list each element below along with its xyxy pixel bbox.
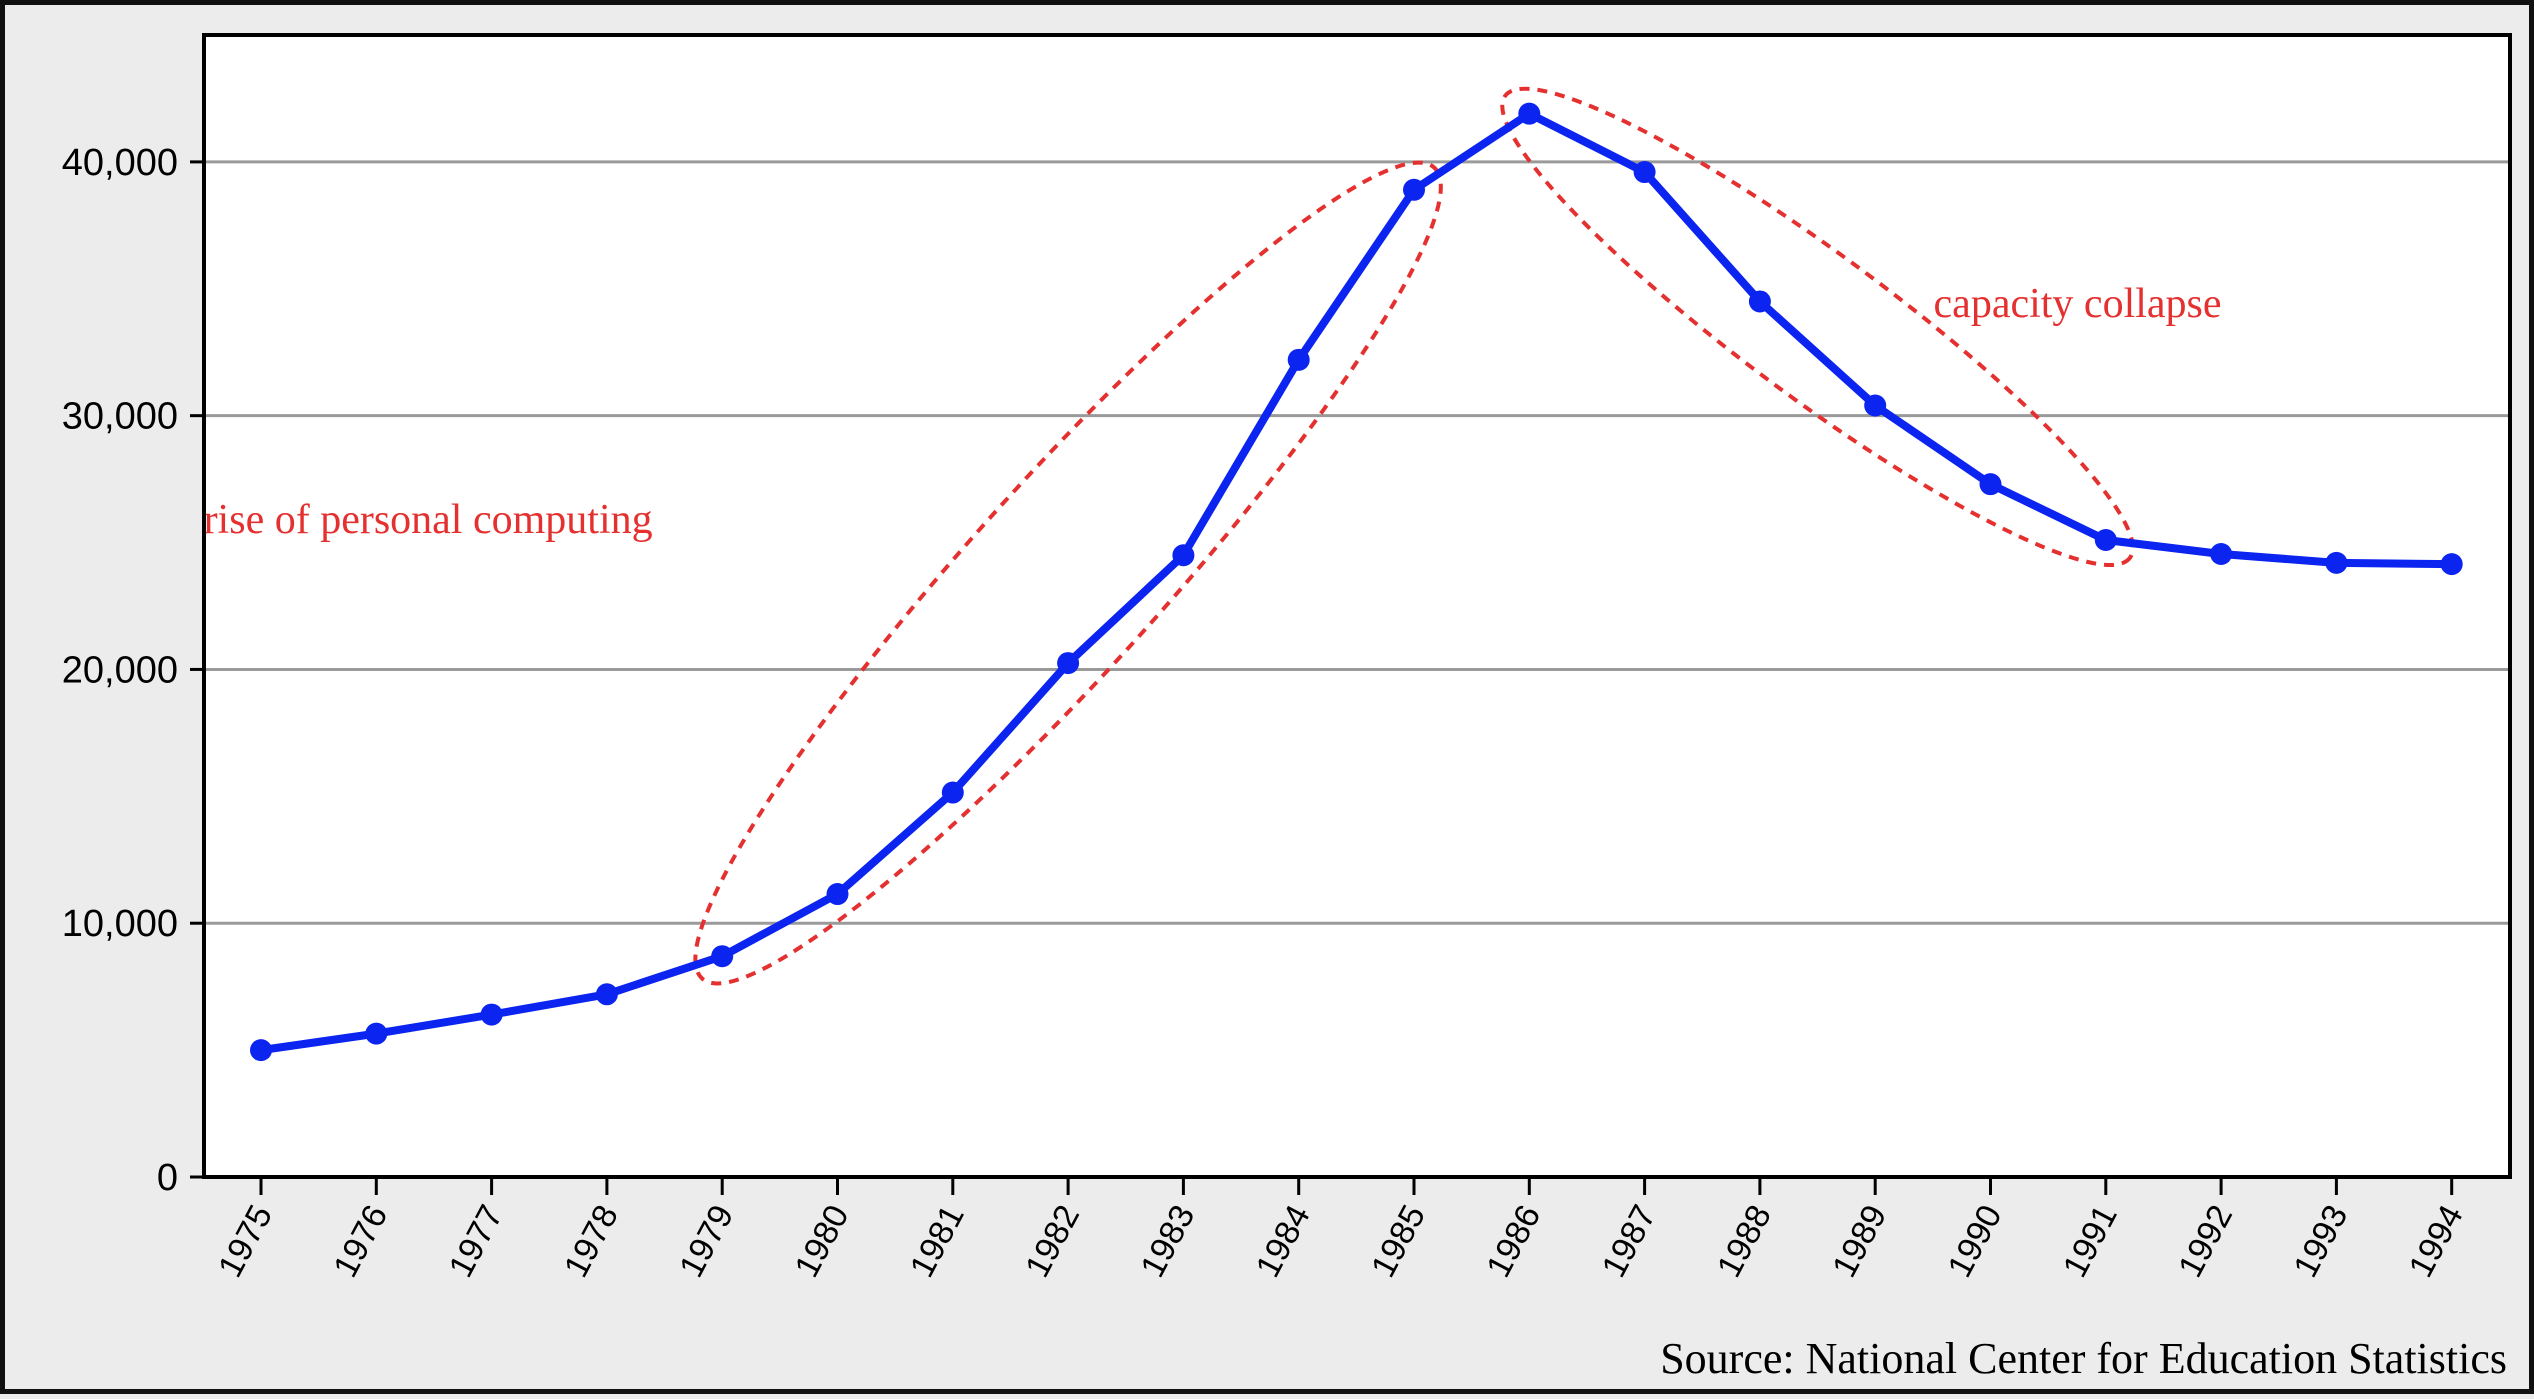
data-point <box>941 781 964 804</box>
data-point <box>595 983 618 1006</box>
series-layer <box>250 102 2463 1062</box>
annotation-label: capacity collapse <box>1934 281 2222 327</box>
x-tick-label: 1976 <box>326 1199 395 1284</box>
data-point <box>365 1022 388 1045</box>
y-tick-label: 30,000 <box>62 396 178 438</box>
data-point <box>1057 652 1080 675</box>
x-tick-label: 1994 <box>2402 1199 2471 1284</box>
data-point <box>1172 544 1195 567</box>
x-tick-label: 1977 <box>442 1199 511 1284</box>
x-tick-label: 1979 <box>672 1199 741 1284</box>
x-tick-label: 1980 <box>788 1199 857 1284</box>
plot-border <box>202 33 2512 1179</box>
x-tick-label: 1975 <box>211 1199 280 1284</box>
x-tick-label: 1993 <box>2286 1199 2355 1284</box>
source-note: Source: National Center for Education St… <box>1660 1334 2507 1383</box>
x-tick-label: 1988 <box>1710 1199 1779 1284</box>
x-tick-label: 1984 <box>1249 1199 1318 1284</box>
data-point <box>2094 529 2117 552</box>
data-point <box>1403 178 1425 201</box>
data-point <box>1748 290 1771 313</box>
data-point <box>2440 553 2463 576</box>
x-tick-label: 1983 <box>1133 1199 1202 1284</box>
annotation-label: rise of personal computing <box>204 497 653 543</box>
y-tick-label: 10,000 <box>62 903 178 945</box>
gridlines <box>204 160 2510 925</box>
series-line <box>257 109 2456 1055</box>
plot-area <box>204 35 2510 1177</box>
y-tick-label: 20,000 <box>62 649 178 691</box>
annotation-labels: rise of personal computing capacity colla… <box>204 281 2222 543</box>
x-tick-label: 1986 <box>1479 1199 1548 1284</box>
x-tick-label: 1987 <box>1595 1199 1664 1284</box>
x-tick-label: 1992 <box>2171 1199 2240 1284</box>
annotation-ellipse <box>693 160 1443 986</box>
x-tick-label: 1989 <box>1825 1199 1894 1284</box>
annotation-ellipse <box>1500 86 2135 567</box>
x-tick-label: 1990 <box>1941 1199 2010 1284</box>
y-tick-label: 40,000 <box>62 142 178 184</box>
data-point <box>2325 551 2348 574</box>
data-point <box>1287 348 1310 371</box>
x-axis-ticks: 1975 1976 1977 1978 1979 1980 1981 1982 1983 1984… <box>211 1177 2471 1284</box>
data-point <box>826 883 849 906</box>
data-point <box>1633 161 1656 184</box>
y-axis-ticks: 0 10,000 20,000 30,000 40,000 <box>62 142 204 1199</box>
data-point <box>1518 102 1541 125</box>
data-point <box>1979 473 2002 496</box>
x-tick-label: 1978 <box>557 1199 626 1284</box>
x-tick-label: 1982 <box>1018 1199 1087 1284</box>
annotation-ellipses <box>693 86 2135 986</box>
data-point <box>480 1003 503 1026</box>
data-point <box>1864 394 1887 417</box>
data-point <box>2210 542 2233 565</box>
x-tick-label: 1985 <box>1364 1199 1433 1284</box>
data-point <box>250 1039 272 1062</box>
x-tick-label: 1981 <box>903 1199 972 1284</box>
x-tick-label: 1991 <box>2056 1199 2125 1284</box>
y-tick-label: 0 <box>157 1157 178 1199</box>
data-point <box>711 945 734 968</box>
